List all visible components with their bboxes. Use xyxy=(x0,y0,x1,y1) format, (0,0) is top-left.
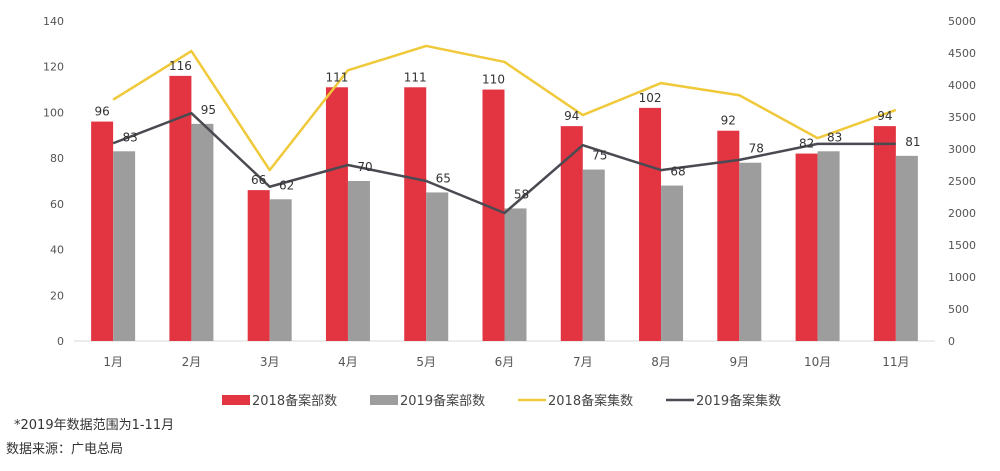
y-right-tick-label: 5000 xyxy=(948,15,976,28)
y-right-tick-label: 1500 xyxy=(948,239,976,252)
bar-2019备案部数 xyxy=(661,185,684,341)
footnote: *2019年数据范围为1-11月 xyxy=(14,418,175,433)
y-left-tick-label: 120 xyxy=(43,61,64,74)
y-left-tick-label: 140 xyxy=(43,15,64,28)
data-label: 102 xyxy=(639,91,662,105)
x-tick-label: 3月 xyxy=(260,355,280,369)
data-label: 68 xyxy=(670,165,685,179)
data-label: 111 xyxy=(404,70,427,84)
data-label: 62 xyxy=(279,178,294,192)
x-tick-label: 1月 xyxy=(103,355,123,369)
data-label: 58 xyxy=(514,187,529,201)
bar-2018备案部数 xyxy=(560,126,583,342)
x-tick-label: 8月 xyxy=(651,355,671,369)
data-label: 65 xyxy=(436,171,451,185)
bar-2019备案部数 xyxy=(347,181,370,341)
y-right-tick-label: 4000 xyxy=(948,79,976,92)
bar-2019备案部数 xyxy=(426,192,449,341)
data-label: 95 xyxy=(201,103,216,117)
data-label: 75 xyxy=(592,149,607,163)
y-left-tick-label: 100 xyxy=(43,106,64,119)
bar-2019备案部数 xyxy=(504,208,527,341)
legend-label: 2018备案集数 xyxy=(548,393,633,409)
legend-swatch xyxy=(370,395,398,405)
data-label: 82 xyxy=(799,137,814,151)
y-right-tick-label: 0 xyxy=(948,335,955,348)
x-tick-label: 11月 xyxy=(882,355,909,369)
data-label: 111 xyxy=(326,70,349,84)
y-right-tick-label: 500 xyxy=(948,303,969,316)
bar-2019备案部数 xyxy=(269,199,292,341)
bar-2018备案部数 xyxy=(795,153,818,341)
data-label: 94 xyxy=(564,109,579,123)
y-right-tick-label: 3500 xyxy=(948,111,976,124)
data-label: 83 xyxy=(827,130,842,144)
y-right-tick-label: 2500 xyxy=(948,175,976,188)
bar-2018备案部数 xyxy=(482,89,505,341)
data-label: 94 xyxy=(877,109,892,123)
y-left-tick-label: 0 xyxy=(57,335,64,348)
bar-2018备案部数 xyxy=(717,130,740,341)
x-tick-label: 5月 xyxy=(416,355,436,369)
y-left-tick-label: 20 xyxy=(50,289,64,302)
y-right-tick-label: 3000 xyxy=(948,143,976,156)
data-label: 110 xyxy=(482,73,505,87)
x-tick-label: 4月 xyxy=(338,355,358,369)
legend-label: 2019备案部数 xyxy=(400,393,485,409)
bar-2018备案部数 xyxy=(247,190,270,341)
data-label: 92 xyxy=(721,114,736,128)
bar-2019备案部数 xyxy=(817,151,840,341)
data-label: 96 xyxy=(94,105,109,119)
y-left-tick-label: 80 xyxy=(50,152,64,165)
bar-2018备案部数 xyxy=(404,87,427,342)
legend-label: 2019备案集数 xyxy=(696,393,781,409)
x-tick-label: 10月 xyxy=(804,355,831,369)
x-tick-label: 9月 xyxy=(729,355,749,369)
y-right-tick-label: 2000 xyxy=(948,207,976,220)
data-label: 70 xyxy=(357,160,372,174)
bar-2018备案部数 xyxy=(169,75,192,341)
y-left-tick-label: 60 xyxy=(50,198,64,211)
bar-2018备案部数 xyxy=(873,126,896,342)
data-label: 78 xyxy=(749,142,764,156)
y-left-tick-label: 40 xyxy=(50,244,64,257)
x-tick-label: 2月 xyxy=(182,355,202,369)
data-label: 83 xyxy=(122,130,137,144)
bar-2018备案部数 xyxy=(325,87,348,342)
x-tick-label: 7月 xyxy=(573,355,593,369)
legend-swatch xyxy=(222,395,250,405)
bar-2018备案部数 xyxy=(639,107,662,341)
data-label: 116 xyxy=(169,59,192,73)
bar-2018备案部数 xyxy=(91,121,114,341)
bar-2019备案部数 xyxy=(895,155,918,341)
bar-2019备案部数 xyxy=(582,169,605,341)
y-right-tick-label: 4500 xyxy=(948,47,976,60)
bar-2019备案部数 xyxy=(113,151,136,341)
x-tick-label: 6月 xyxy=(495,355,515,369)
data-source: 数据来源：广电总局 xyxy=(6,442,124,457)
legend-label: 2018备案部数 xyxy=(252,393,337,409)
data-label: 66 xyxy=(251,173,266,187)
data-label: 81 xyxy=(905,135,920,149)
bar-2019备案部数 xyxy=(191,123,214,341)
bar-2019备案部数 xyxy=(739,162,762,341)
y-right-tick-label: 1000 xyxy=(948,271,976,284)
